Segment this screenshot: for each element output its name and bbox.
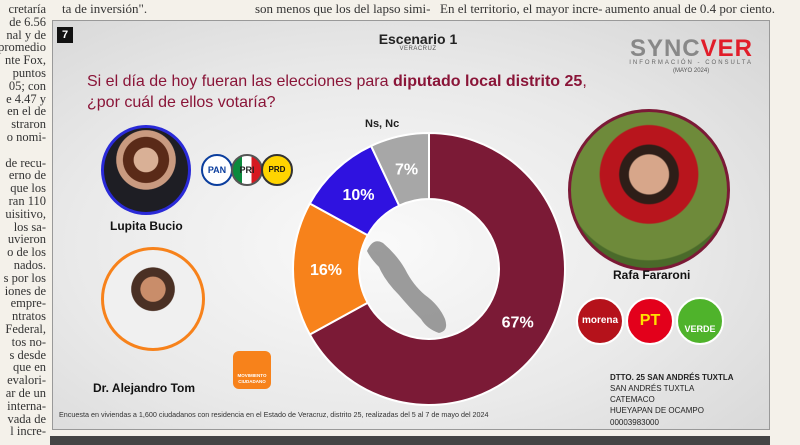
newspaper-line: s por los: [3, 270, 46, 285]
newspaper-line: o de los: [7, 245, 46, 260]
pt-logo: PT: [626, 297, 674, 345]
movimiento-ciudadano-logo: MOVIMIENTO CIUDADANO: [233, 351, 271, 389]
newspaper-line: uisitivo,: [5, 206, 46, 221]
candidate-name: Dr. Alejandro Tom: [93, 381, 196, 395]
donut-slice: [369, 131, 430, 207]
lupita-bucio-photo: [101, 125, 191, 215]
newspaper-text: aumento anual de 0.4 por ciento.: [605, 1, 776, 16]
newspaper-line: que en: [13, 360, 46, 375]
newspaper-left-column: cretaría de 6.56 nal y de promedio nte Fox, p…: [0, 0, 50, 445]
newspaper-line: 05; con: [8, 78, 46, 93]
candidate-name: Lupita Bucio: [110, 219, 183, 233]
newspaper-line: en el de: [7, 104, 46, 119]
newspaper-line: e 4.47 y: [6, 91, 46, 106]
newspaper-line: uvieron: [7, 232, 46, 247]
poll-question: Si el día de hoy fueran las elecciones p…: [87, 71, 647, 113]
scenario-subtitle: VERACRUZ: [399, 46, 437, 52]
newspaper-line: de recu-: [5, 155, 46, 170]
syncver-logo: SYNCVER INFORMACIÓN - CONSULTA (MAYO 202…: [629, 35, 753, 74]
newspaper-line: que los: [10, 181, 46, 196]
newspaper-line: erno de: [8, 168, 46, 183]
scenario-title: Escenario 1: [378, 31, 458, 47]
newspaper-line: empre-: [10, 296, 46, 311]
candidate-name: Rafa Fararoni: [613, 268, 691, 282]
newspaper-text: En el territorio, el mayor incre-: [440, 1, 603, 16]
newspaper-line: interna-: [7, 398, 46, 413]
newspaper-line: puntos: [12, 66, 46, 80]
figure-number: 7: [57, 27, 73, 43]
prd-logo: PRD: [261, 154, 293, 186]
newspaper-line: Federal,: [5, 322, 46, 336]
newspaper-line: s desde: [9, 347, 46, 362]
question-text-end: ,: [582, 73, 587, 90]
newspaper-line: cretaría: [8, 2, 46, 16]
donut-slice-label: 7%: [395, 161, 418, 178]
brand-b: VER: [700, 35, 753, 62]
newspaper-top-strip: ta de inversión". son menos que los del …: [0, 0, 800, 18]
brand-date: (MAYO 2024): [672, 68, 710, 74]
newspaper-line: ar de un: [5, 386, 46, 400]
alejandro-tom-photo: [101, 247, 205, 351]
district-place: HUEYAPAN DE OCAMPO: [610, 406, 704, 415]
newspaper-line: straron: [11, 117, 46, 132]
scenario-header: Escenario 1 VERACRUZ: [353, 31, 483, 52]
district-place: CATEMACO: [610, 395, 655, 404]
donut-slice-label: 67%: [502, 314, 534, 331]
question-text: Si el día de hoy fueran las elecciones p…: [87, 73, 393, 90]
next-photo-strip: [50, 436, 770, 445]
rafa-fararoni-photo: [568, 109, 730, 271]
pan-logo: PAN: [201, 154, 233, 186]
morena-logo: morena: [576, 297, 624, 345]
pri-logo: PRI: [231, 154, 263, 186]
ine-code: 00003983000: [610, 418, 659, 427]
newspaper-line: tos no-: [11, 334, 46, 349]
district-info: DTTO. 25 SAN ANDRÉS TUXTLA SAN ANDRÉS TU…: [610, 372, 734, 428]
survey-footnote: Encuesta en viviendas a 1,600 ciudadanos…: [59, 410, 489, 419]
veracruz-map-icon: [367, 241, 447, 333]
vote-donut-chart: 67% 16% 10% 7%: [292, 131, 566, 406]
question-line2: ¿por cuál de ellos votaría?: [87, 94, 276, 111]
poll-figure: 7 Escenario 1 VERACRUZ SYNCVER INFORMACI…: [52, 20, 770, 430]
newspaper-line: promedio: [0, 40, 46, 55]
newspaper-text: ta de inversión".: [62, 1, 148, 16]
newspaper-line: ran 110: [8, 194, 46, 208]
donut-slice-label: 10%: [342, 187, 374, 204]
newspaper-line: ntratos: [11, 309, 46, 324]
question-highlight: diputado local distrito 25: [392, 73, 583, 90]
verde-logo: VERDE: [676, 297, 724, 345]
newspaper-line: nados.: [13, 258, 46, 272]
donut-slice-label: 16%: [310, 262, 342, 279]
district-title: DTTO. 25 SAN ANDRÉS TUXTLA: [610, 373, 734, 382]
brand-tagline: INFORMACIÓN - CONSULTA: [629, 60, 753, 66]
district-place: SAN ANDRÉS TUXTLA: [610, 384, 695, 393]
brand-a: SYNC: [629, 35, 701, 62]
nsnc-outside-label: Ns, Nc: [365, 118, 400, 130]
newspaper-line: o nomi-: [6, 130, 46, 144]
newspaper-line: de 6.56: [9, 14, 46, 29]
donut-slice: [308, 131, 566, 406]
newspaper-line: nal y de: [6, 27, 46, 42]
newspaper-line: nte Fox,: [5, 53, 46, 68]
newspaper-line: los sa-: [13, 219, 46, 234]
newspaper-text: son menos que los del lapso simi-: [255, 1, 431, 16]
newspaper-line: vada de: [7, 411, 46, 426]
newspaper-line: iones de: [4, 283, 46, 298]
newspaper-line: evalori-: [7, 373, 46, 388]
newspaper-line: l incre-: [10, 424, 46, 439]
